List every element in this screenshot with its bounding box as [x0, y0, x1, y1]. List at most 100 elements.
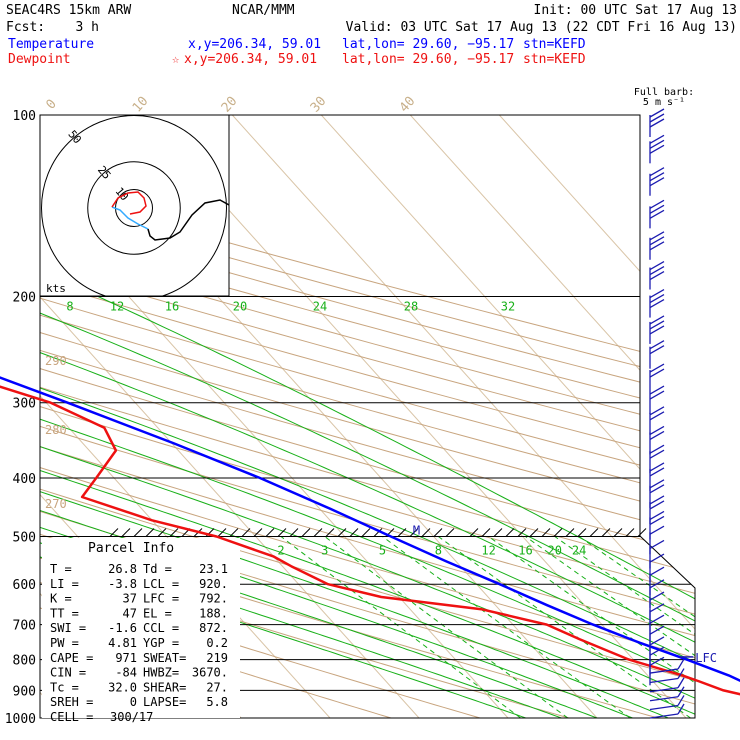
parcel-info-value: 4.81	[108, 636, 137, 650]
parcel-info-value2: 920.	[199, 577, 228, 591]
wind-barb	[649, 289, 665, 318]
hatch-mark	[481, 528, 491, 537]
mixing-ratio-label: 20	[548, 543, 562, 557]
hodograph-trace-upper	[111, 206, 149, 230]
parcel-info-value2: 219	[206, 651, 228, 665]
parcel-info-row: CELL = 300/17	[50, 710, 153, 724]
hodograph-units: kts	[46, 282, 66, 295]
wind-barb	[649, 363, 665, 393]
wind-barb	[649, 425, 665, 455]
temperature-line	[0, 376, 740, 682]
parcel-info-key: LI =	[50, 577, 79, 591]
wind-barb	[649, 510, 665, 540]
parcel-info-key: TT =	[50, 606, 79, 620]
parcel-info-value: 0	[130, 695, 137, 709]
org-label: NCAR/MMM	[232, 3, 295, 18]
parcel-info-row: TT = 47 EL = 188.	[50, 606, 228, 620]
wind-barb	[649, 479, 665, 508]
hatch-mark	[505, 528, 515, 537]
wind-barb	[649, 668, 685, 684]
hatch-mark	[589, 528, 599, 537]
hatch-mark	[565, 528, 575, 537]
wind-barb	[649, 656, 665, 686]
hatch-mark	[253, 528, 263, 537]
parcel-info-panel: Parcel Info T = 26.8 Td = 23.1 LI = -3.8 LCL = 9…	[42, 538, 240, 724]
parcel-info-value: 32.0	[108, 680, 137, 694]
fcst-label: Fcst:	[6, 20, 45, 35]
hatch-mark	[637, 528, 647, 537]
mixing-ratio-label: 3	[321, 543, 328, 557]
parcel-info-value: 300/17	[110, 710, 153, 724]
parcel-info-row: T = 26.8 Td = 23.1	[50, 562, 228, 576]
wind-barb	[649, 231, 665, 260]
mixing-ratio-line	[382, 536, 631, 718]
hatch-mark	[121, 528, 131, 537]
pressure-label: 800	[13, 654, 36, 669]
mixing-ratio-line	[488, 536, 695, 718]
mixing-ratio-label: 16	[518, 543, 532, 557]
parcel-info-row: Tc = 32.0 SHEAR= 27.	[50, 680, 228, 694]
hatch-mark	[625, 528, 635, 537]
temperature-stn: stn=KEFD	[523, 37, 586, 52]
wind-barb	[649, 340, 665, 369]
hatch-mark	[601, 528, 611, 537]
level-markers: ELLFCCCLLCLM	[413, 523, 717, 664]
hodograph-trace-lower	[111, 191, 147, 215]
moist-adiabat-label: 8	[66, 300, 73, 314]
dry-adiabat-line	[40, 115, 695, 718]
hatch-mark	[613, 528, 623, 537]
hatch-mark	[541, 528, 551, 537]
parcel-info-key2: SHEAR=	[143, 680, 186, 694]
marker-m: M	[413, 523, 420, 537]
parcel-info-row: SWI = -1.6 CCL = 872.	[50, 621, 228, 635]
parcel-info-value: -1.6	[108, 621, 137, 635]
dry-adiabat-line	[40, 115, 695, 718]
grid-labels: 2358121620240102030403703803904004104204…	[44, 94, 647, 557]
parcel-info-key2: SWEAT=	[143, 651, 186, 665]
parcel-info-value: 26.8	[108, 562, 137, 576]
dry-adiabat-line	[40, 115, 695, 718]
dry-adiabat-line	[40, 115, 525, 718]
hatch-mark	[169, 528, 179, 537]
dry-adiabat-line	[40, 115, 695, 718]
parcel-info-key: SWI =	[50, 621, 86, 635]
parcel-info-bg	[42, 538, 240, 718]
parcel-info-key: Tc =	[50, 680, 79, 694]
valid-time: Valid: 03 UTC Sat 17 Aug 13 (22 CDT Fri …	[346, 20, 737, 35]
profile-lines	[0, 376, 740, 696]
isotherm-label: 0	[44, 97, 60, 113]
moist-adiabat-label: 16	[165, 300, 179, 314]
hatch-mark	[265, 528, 275, 537]
parcel-info-key2: EL =	[143, 606, 172, 620]
dry-adiabat-line	[40, 115, 695, 718]
moist-adiabat-label: 32	[501, 300, 515, 314]
isotherm-line	[40, 115, 420, 718]
parcel-info-key2: Td =	[143, 562, 172, 576]
dewpoint-xy: x,y=206.34, 59.01	[184, 52, 317, 67]
parcel-info-key2: YGP =	[143, 636, 179, 650]
parcel-info-value: 47	[123, 606, 137, 620]
fcst-value: 3 h	[76, 20, 99, 35]
dry-adiabat-line	[40, 115, 695, 718]
wind-barb	[649, 315, 665, 344]
parcel-info-key2: CCL =	[143, 621, 179, 635]
hodograph-ring	[87, 161, 181, 255]
hatch-mark	[277, 528, 287, 537]
wind-barb	[649, 406, 665, 435]
barb-legend-unit: 5 m s⁻¹	[643, 97, 685, 108]
hatch-mark	[325, 528, 335, 537]
isotherm-line	[409, 115, 695, 718]
dewpoint-latlon: lat,lon= 29.60, −95.17	[342, 52, 514, 67]
hatch-mark	[109, 528, 119, 537]
wind-barb	[649, 108, 665, 137]
parcel-info-key2: LCL =	[143, 577, 179, 591]
barb-legend-title: Full barb:	[634, 87, 694, 98]
parcel-info-key: SREH =	[50, 695, 93, 709]
dry-adiabat-line	[40, 115, 695, 718]
parcel-info-value2: 872.	[199, 621, 228, 635]
parcel-info-value2: 23.1	[199, 562, 228, 576]
pressure-label: 1000	[5, 712, 36, 727]
dewpoint-line	[0, 385, 740, 696]
hatch-mark	[493, 528, 503, 537]
